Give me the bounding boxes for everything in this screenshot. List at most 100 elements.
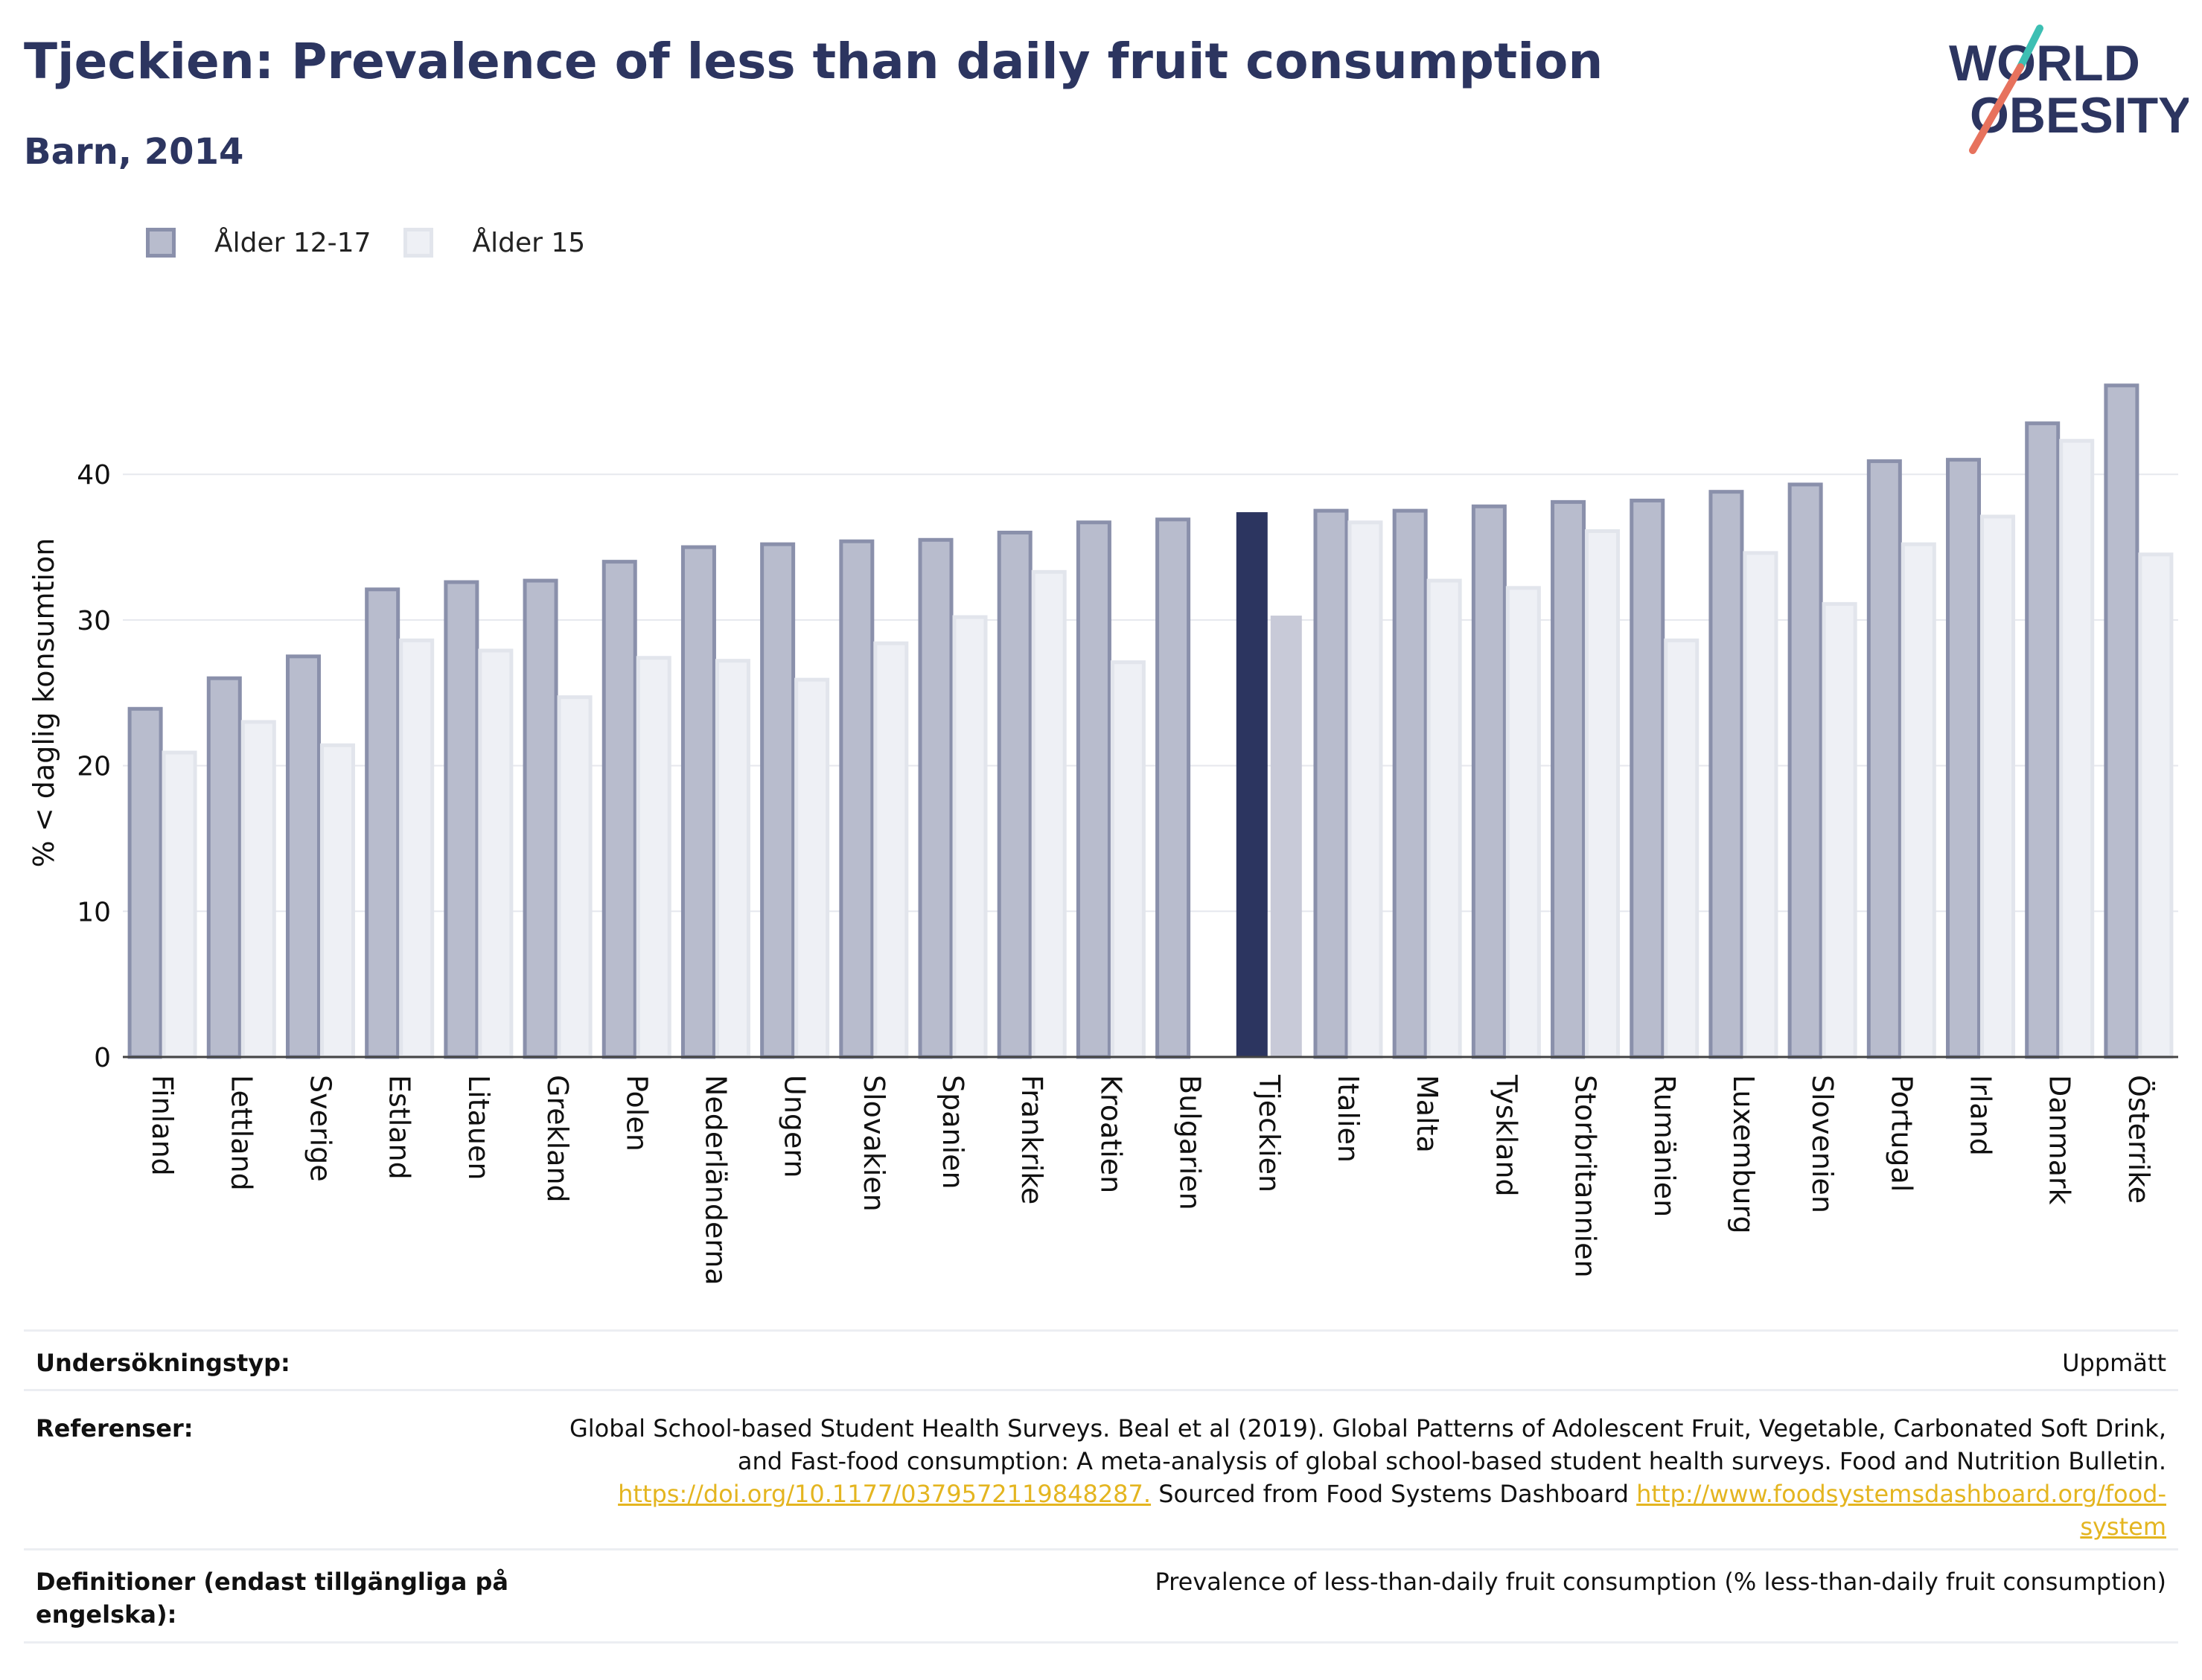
page-subtitle: Barn, 2014	[24, 131, 244, 173]
definitions-value: Prevalence of less-than-daily fruit cons…	[1155, 1568, 2166, 1596]
bar-series2-18[interactable]	[1585, 529, 1621, 1059]
legend-label-series1: Ålder 12-17	[214, 227, 371, 258]
bar-series1-19[interactable]	[1630, 498, 1665, 1059]
x-tick-label: Frankrike	[1015, 1075, 1048, 1204]
bar-series2-8[interactable]	[794, 677, 830, 1059]
x-tick-label: Irland	[1965, 1075, 1997, 1156]
references-line3: https://doi.org/10.1177/0379572119848287…	[454, 1478, 2166, 1510]
bar-chart: 0 10 20 30 40 Finland Lettland Sverige Estland Li…	[28, 383, 2178, 1285]
x-tick-label: Sverige	[304, 1075, 336, 1182]
bar-series1-15[interactable]	[1313, 508, 1349, 1059]
bar-series1-4[interactable]	[444, 580, 479, 1059]
info-survey-type: Undersökningstyp: Uppmätt	[24, 1329, 2178, 1391]
x-tick-label: Malta	[1411, 1075, 1443, 1153]
bar-series2-6[interactable]	[636, 656, 671, 1059]
legend-item-series2[interactable]: Ålder 15	[403, 228, 585, 258]
survey-type-value: Uppmätt	[2062, 1349, 2166, 1377]
bar-series1-20[interactable]	[1708, 490, 1744, 1059]
bar-series1-16[interactable]	[1392, 508, 1428, 1059]
bar-series2-12[interactable]	[1110, 660, 1146, 1059]
x-tick-label: Storbritannien	[1569, 1075, 1602, 1278]
bar-series2-2[interactable]	[319, 743, 355, 1059]
x-tick-label: Grekland	[541, 1075, 574, 1203]
bar-series1-11[interactable]	[997, 530, 1033, 1059]
x-tick-label: Lettland	[225, 1075, 258, 1191]
y-tick-label: 20	[77, 752, 111, 782]
x-tick-label: Luxemburg	[1727, 1075, 1760, 1234]
bar-series2-16[interactable]	[1426, 578, 1462, 1059]
legend-swatch-series1	[146, 228, 176, 258]
bar-series1-5[interactable]	[523, 578, 558, 1059]
bar-series2-10[interactable]	[952, 615, 988, 1059]
y-tick-label: 30	[77, 606, 111, 636]
bar-series1-10[interactable]	[918, 537, 954, 1059]
bar-series2-22[interactable]	[1901, 542, 1936, 1059]
bar-series2-25[interactable]	[2138, 552, 2174, 1059]
bar-series2-19[interactable]	[1664, 638, 1700, 1059]
bar-series2-3[interactable]	[399, 638, 435, 1059]
y-axis-label: % < daglig konsumtion	[28, 538, 60, 868]
world-obesity-logo: WORLD OBESITY	[1949, 25, 2189, 154]
legend-swatch-series2	[403, 228, 434, 258]
bar-series2-0[interactable]	[162, 750, 197, 1059]
logo-line1: WORLD	[1949, 35, 2140, 92]
dashboard-link[interactable]: http://www.foodsystemsdashboard.org/food…	[1636, 1480, 2166, 1508]
bar-series1-22[interactable]	[1866, 459, 1902, 1059]
y-tick-label: 10	[77, 897, 111, 927]
logo-slash-coral	[1969, 63, 2024, 154]
bar-series2-14[interactable]	[1270, 616, 1302, 1057]
x-tick-label: Ungern	[779, 1075, 811, 1178]
definitions-label: Definitioner (endast tillgängliga på eng…	[36, 1568, 508, 1629]
info-references: Referenser: Global School-based Student …	[24, 1389, 2178, 1550]
x-tick-label: Spanien	[936, 1075, 969, 1189]
bar-series2-20[interactable]	[1743, 551, 1778, 1059]
bar-series1-7[interactable]	[680, 545, 716, 1059]
bar-series1-9[interactable]	[839, 539, 875, 1059]
x-tick-label: Portugal	[1885, 1075, 1918, 1192]
bar-series1-0[interactable]	[127, 706, 163, 1059]
bar-series1-6[interactable]	[601, 560, 637, 1059]
info-definitions: Definitioner (endast tillgängliga på eng…	[24, 1548, 2178, 1644]
bar-series2-11[interactable]	[1031, 569, 1067, 1059]
x-tick-label: Danmark	[2043, 1075, 2076, 1205]
bar-series2-15[interactable]	[1347, 520, 1383, 1059]
x-tick-label: Italien	[1332, 1075, 1365, 1163]
bar-series1-18[interactable]	[1551, 499, 1586, 1059]
legend-item-series1[interactable]: Ålder 12-17	[146, 228, 371, 258]
bar-series2-7[interactable]	[715, 659, 750, 1059]
bar-series1-23[interactable]	[1946, 458, 1982, 1059]
x-tick-label: Polen	[620, 1075, 653, 1152]
bar-series1-8[interactable]	[760, 542, 796, 1059]
bar-series2-24[interactable]	[2059, 438, 2095, 1059]
references-line1: Global School-based Student Health Surve…	[569, 1414, 2166, 1443]
logo-slash-teal	[2017, 25, 2043, 71]
bar-series1-24[interactable]	[2025, 421, 2061, 1059]
bar-series2-21[interactable]	[1822, 601, 1857, 1059]
x-tick-label: Slovakien	[858, 1075, 890, 1212]
bar-series1-12[interactable]	[1076, 520, 1111, 1059]
bar-series1-3[interactable]	[365, 587, 400, 1059]
y-tick-label: 0	[94, 1043, 111, 1073]
bar-series1-13[interactable]	[1155, 517, 1191, 1059]
doi-link[interactable]: https://doi.org/10.1177/0379572119848287…	[618, 1480, 1152, 1508]
bar-series1-1[interactable]	[206, 676, 242, 1059]
x-tick-label: Slovenien	[1806, 1075, 1839, 1213]
bar-series2-23[interactable]	[1980, 514, 2016, 1059]
bar-series2-1[interactable]	[240, 720, 276, 1059]
references-line2: and Fast-food consumption: A meta-analys…	[737, 1447, 2166, 1475]
bar-series1-25[interactable]	[2104, 383, 2139, 1059]
x-tick-label: Kroatien	[1094, 1075, 1127, 1193]
bar-series1-21[interactable]	[1787, 482, 1823, 1059]
bar-series2-4[interactable]	[478, 648, 514, 1059]
survey-type-label: Undersökningstyp:	[36, 1349, 290, 1377]
references-value: Global School-based Student Health Surve…	[454, 1412, 2166, 1543]
dashboard-link-cont[interactable]: system	[2080, 1513, 2166, 1541]
x-tick-label: Nederländerna	[699, 1075, 732, 1285]
bar-series1-17[interactable]	[1471, 504, 1507, 1059]
bar-series2-5[interactable]	[557, 695, 593, 1059]
bar-series2-9[interactable]	[873, 641, 909, 1059]
bar-series2-17[interactable]	[1505, 586, 1541, 1059]
x-tick-label: Rumänien	[1648, 1075, 1681, 1217]
bar-series1-2[interactable]	[285, 654, 321, 1059]
bar-series1-14[interactable]	[1236, 512, 1268, 1057]
